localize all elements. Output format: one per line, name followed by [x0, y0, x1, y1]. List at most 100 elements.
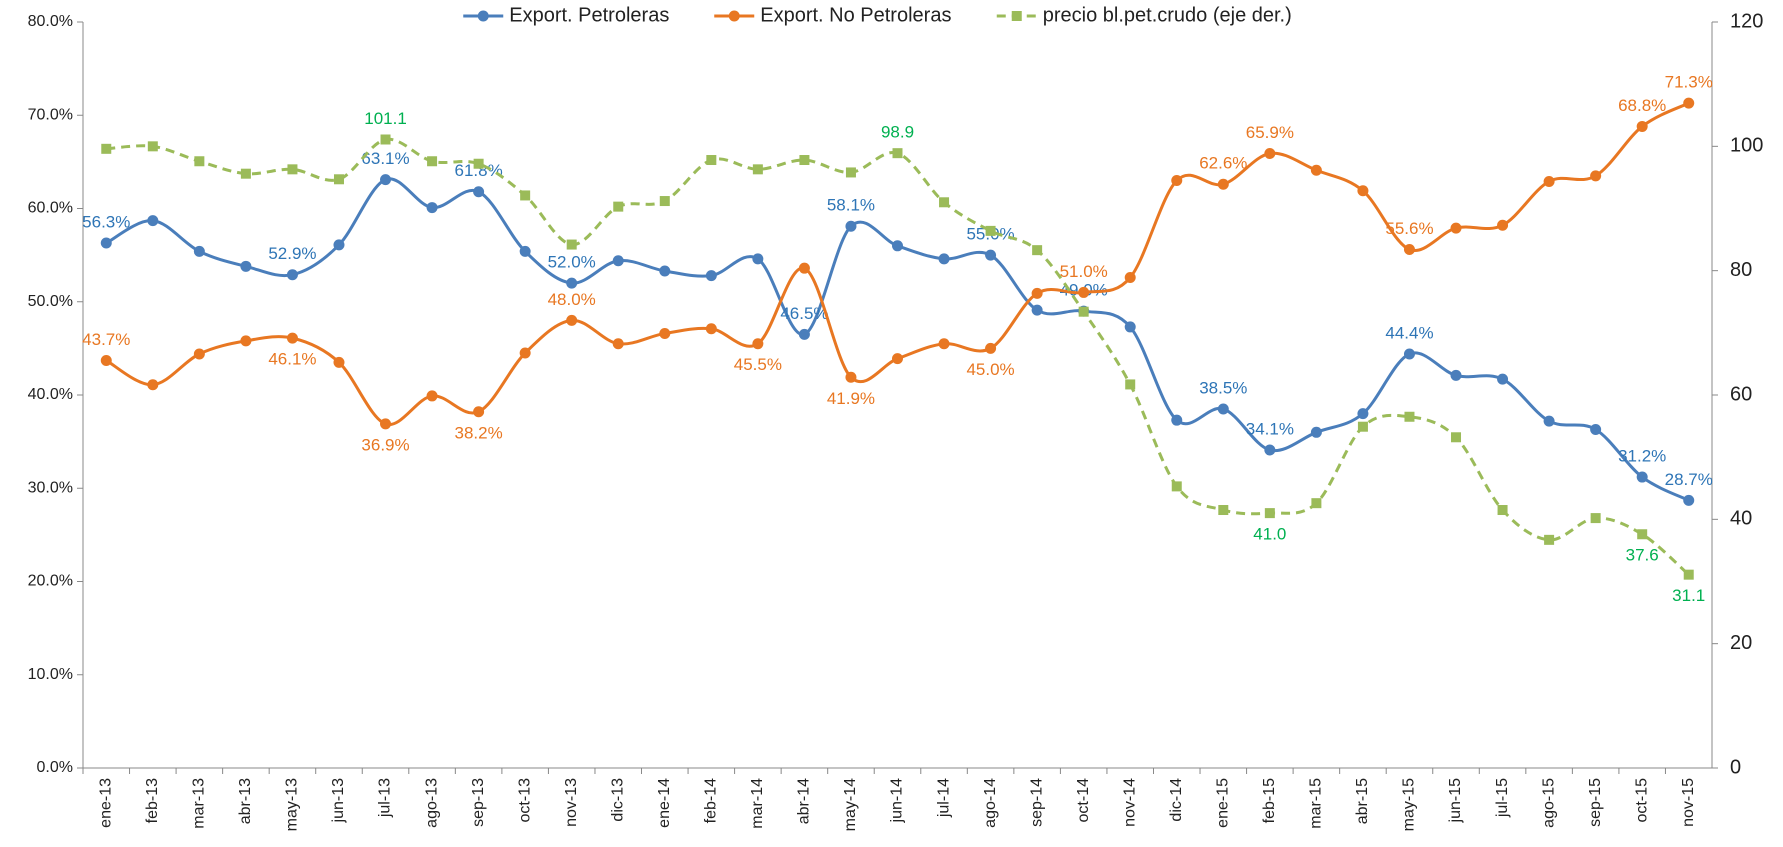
data-label: 43.7%: [82, 330, 130, 349]
legend-label: Export. No Petroleras: [760, 4, 951, 26]
marker: [1357, 421, 1368, 432]
data-label: 63.1%: [361, 149, 409, 168]
x-tick-label: ene-14: [656, 778, 673, 828]
marker: [426, 390, 438, 402]
marker: [985, 225, 996, 236]
marker: [1683, 494, 1695, 506]
data-label: 52.0%: [548, 253, 596, 272]
x-tick-label: dic-14: [1168, 778, 1185, 822]
x-tick-label: ene-13: [97, 778, 114, 828]
x-tick-label: mar-14: [749, 778, 766, 829]
marker: [1031, 287, 1043, 299]
marker: [333, 356, 345, 368]
marker: [147, 379, 159, 391]
y2-tick-label: 60: [1730, 383, 1752, 405]
x-tick-label: abr-13: [237, 778, 254, 824]
y-tick-label: 60.0%: [28, 200, 73, 217]
x-tick-label: feb-14: [703, 778, 720, 823]
y-tick-label: 40.0%: [28, 386, 73, 403]
y-tick-label: 30.0%: [28, 479, 73, 496]
x-tick-label: sep-15: [1587, 778, 1604, 827]
x-tick-label: jul-15: [1494, 778, 1511, 818]
marker: [1450, 222, 1462, 234]
data-label: 71.3%: [1665, 73, 1713, 92]
x-tick-label: oct-14: [1075, 778, 1092, 823]
legend-marker: [477, 10, 489, 22]
marker: [1171, 175, 1183, 187]
x-tick-label: ago-14: [982, 778, 999, 828]
data-label: 31.1: [1672, 586, 1705, 605]
marker: [287, 164, 298, 175]
marker: [1310, 426, 1322, 438]
data-label: 34.1%: [1246, 420, 1294, 439]
data-label: 46.1%: [268, 350, 316, 369]
marker: [473, 158, 484, 169]
data-label: 61.8%: [455, 161, 503, 180]
x-tick-label: sep-13: [470, 778, 487, 827]
marker: [1543, 415, 1555, 427]
x-tick-label: feb-15: [1261, 778, 1278, 823]
marker: [520, 190, 531, 201]
y-tick-label: 10.0%: [28, 666, 73, 683]
marker: [798, 328, 810, 340]
data-label: 44.4%: [1385, 323, 1433, 342]
x-tick-label: nov-15: [1680, 778, 1697, 827]
marker: [938, 253, 950, 265]
data-label: 52.9%: [268, 244, 316, 263]
y2-tick-label: 40: [1730, 508, 1752, 530]
marker: [333, 239, 345, 251]
x-tick-label: nov-13: [563, 778, 580, 827]
marker: [1171, 481, 1182, 492]
x-tick-label: ago-15: [1540, 778, 1557, 828]
marker: [1357, 408, 1369, 420]
marker: [705, 270, 717, 282]
x-tick-label: mar-15: [1308, 778, 1325, 829]
marker: [1171, 414, 1183, 426]
marker: [659, 265, 671, 277]
marker: [380, 134, 391, 145]
x-tick-label: may-13: [284, 778, 301, 831]
y-tick-label: 80.0%: [28, 13, 73, 30]
marker: [1590, 424, 1602, 436]
x-tick-label: jul-14: [935, 778, 952, 818]
x-tick-label: nov-14: [1121, 778, 1138, 827]
x-tick-label: jun-13: [330, 778, 347, 824]
marker: [1497, 219, 1509, 231]
y2-tick-label: 80: [1730, 259, 1752, 281]
marker: [845, 220, 857, 232]
x-tick-label: jul-13: [377, 778, 394, 818]
marker: [1683, 97, 1695, 109]
y-tick-label: 50.0%: [28, 293, 73, 310]
y-tick-label: 20.0%: [28, 573, 73, 590]
marker: [1124, 272, 1136, 284]
marker: [752, 164, 763, 175]
marker: [1310, 164, 1322, 176]
marker: [1636, 471, 1648, 483]
x-tick-label: oct-13: [516, 778, 533, 823]
marker: [752, 253, 764, 265]
data-label: 101.1: [364, 109, 407, 128]
marker: [100, 354, 112, 366]
data-label: 36.9%: [361, 435, 409, 454]
marker: [845, 167, 856, 178]
marker: [1217, 403, 1229, 415]
data-label: 98.9: [881, 123, 914, 142]
x-tick-label: sep-14: [1028, 778, 1045, 827]
y2-tick-label: 120: [1730, 10, 1763, 32]
marker: [612, 255, 624, 267]
data-label: 45.0%: [966, 360, 1014, 379]
marker: [659, 196, 670, 207]
marker: [240, 260, 252, 272]
marker: [566, 277, 578, 289]
legend-marker: [1011, 11, 1022, 21]
data-label: 46.5%: [780, 304, 828, 323]
legend-label: precio bl.pet.crudo (eje der.): [1043, 4, 1292, 26]
marker: [799, 155, 810, 166]
marker: [1590, 170, 1602, 182]
marker: [892, 240, 903, 252]
x-tick-label: feb-13: [144, 778, 161, 823]
y2-tick-label: 20: [1730, 632, 1752, 654]
marker: [333, 174, 344, 185]
marker: [473, 186, 485, 198]
marker: [473, 406, 485, 418]
